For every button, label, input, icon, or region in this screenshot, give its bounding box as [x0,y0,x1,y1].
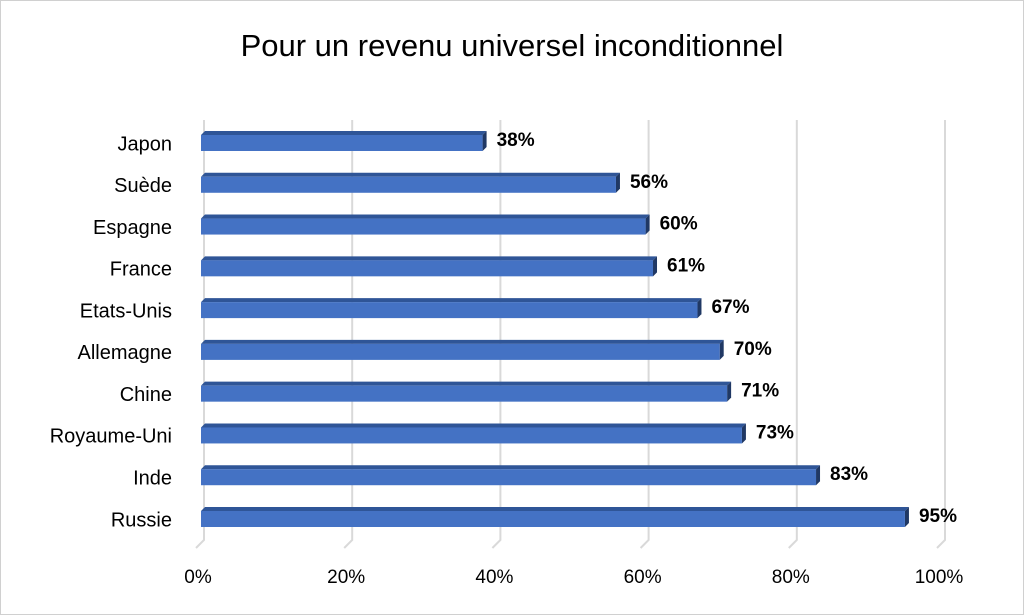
value-label: 67% [711,297,749,318]
bar [201,218,646,235]
bar-top [201,256,658,261]
bar [201,176,616,193]
bar-top [201,381,732,386]
x-tick-label: 100% [915,567,964,588]
x-tick-label: 40% [475,567,513,588]
y-tick-label: Royaume-Uni [50,426,172,448]
y-tick-label: France [110,259,172,281]
bar-top [201,423,746,428]
y-tick-label: Allemagne [77,342,172,364]
bar [201,135,483,151]
bar [201,469,817,486]
bar [201,302,698,319]
value-label: 95% [919,506,957,527]
bar-top [201,131,487,135]
bar-side [816,465,821,486]
y-tick-label: Japon [118,133,173,155]
bar-top [201,339,724,344]
bar-side [653,256,658,277]
x-tick-label: 80% [772,567,810,588]
bar-top [201,507,909,511]
bar-side [727,381,732,402]
value-label: 61% [667,255,705,276]
y-tick-label: Etats-Unis [80,300,172,322]
value-label: 71% [741,381,779,402]
bar-top [201,465,821,470]
value-label: 83% [830,464,868,485]
bar-top [201,172,620,177]
grid-line [936,120,946,549]
bar-side [482,131,487,151]
bar-side [697,298,702,319]
y-tick-label: Russie [111,509,172,531]
x-tick-label: 20% [327,567,365,588]
value-label: 56% [630,172,668,193]
y-tick-label: Chine [120,384,172,406]
chart-title: Pour un revenu universel inconditionnel [241,28,784,63]
bar-side [904,507,909,527]
bar-top [201,298,702,303]
bar-top [201,214,650,219]
bar [201,385,728,402]
x-tick-label: 0% [184,567,212,588]
value-label: 73% [756,422,794,443]
bar [201,343,720,360]
bar-side [719,339,724,360]
x-tick-label: 60% [624,567,662,588]
bar [201,511,905,527]
bar [201,427,742,444]
y-tick-label: Suède [114,175,172,197]
y-tick-label: Inde [133,468,172,490]
value-label: 70% [734,339,772,360]
bar [201,260,654,277]
bar-side [741,423,746,444]
bar-side [645,214,650,235]
value-label: 38% [497,130,535,151]
y-tick-label: Espagne [93,217,172,239]
bar-side [615,172,620,193]
value-label: 60% [660,214,698,235]
grid-line [788,120,798,549]
